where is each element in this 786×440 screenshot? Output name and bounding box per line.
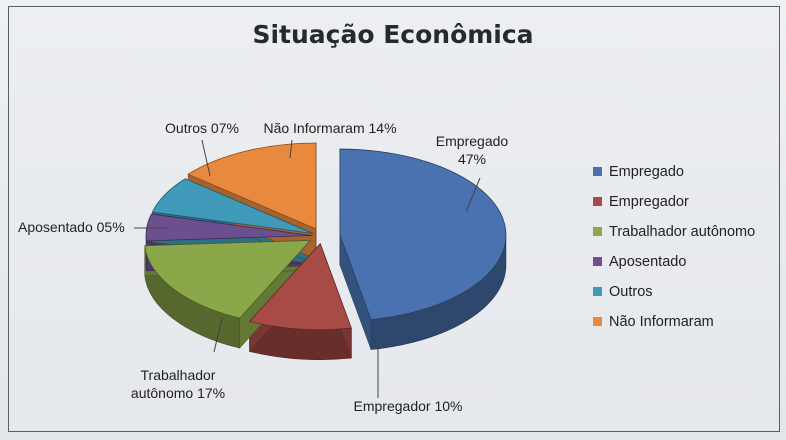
legend-swatch-empregador xyxy=(593,197,602,206)
legend-swatch-aposentado xyxy=(593,257,602,266)
legend-label-trabalhador-aut-nomo: Trabalhador autônomo xyxy=(609,224,755,240)
slice-empregador xyxy=(248,242,352,331)
leader-line-n-o-informaram xyxy=(289,139,293,159)
legend-label-empregador: Empregador xyxy=(609,194,689,210)
slice-outros xyxy=(151,178,314,234)
legend-label-aposentado: Aposentado xyxy=(609,254,686,270)
legend-swatch-trabalhador-aut-nomo xyxy=(593,227,602,236)
data-label-outros: Outros 07% xyxy=(165,120,239,136)
data-label-aposentado: Aposentado 05% xyxy=(18,219,125,235)
leader-line-empregado xyxy=(465,177,481,213)
legend-label-outros: Outros xyxy=(609,284,653,300)
data-label-empregador: Empregador 10% xyxy=(354,398,463,414)
slice-trabalhador-aut-nomo xyxy=(144,239,312,319)
leader-line-trabalhador-aut-nomo xyxy=(213,317,223,353)
data-labels: Empregado 47% Empregador 10% Trabalhador aut… xyxy=(18,120,508,414)
legend-swatch-empregado xyxy=(593,167,602,176)
slice-aposentado xyxy=(145,213,313,242)
legend-label-empregado: Empregado xyxy=(609,164,684,180)
legend-label-n-o-informaram: Não Informaram xyxy=(609,314,714,330)
data-label-n-o-informaram: Não Informaram 14% xyxy=(263,120,396,136)
slice-empregado xyxy=(339,148,507,320)
chart-title: Situação Econômica xyxy=(252,20,534,49)
pie-slices xyxy=(144,142,507,360)
legend-swatch-outros xyxy=(593,287,602,296)
legend: Empregado Empregador Trabalhador autônomo A… xyxy=(593,164,755,330)
data-label-trabalhador-aut-nomo: Trabalhador autônomo 17% xyxy=(131,367,225,401)
leader-line-outros xyxy=(201,139,211,177)
data-label-empregado: Empregado 47% xyxy=(436,133,509,167)
legend-swatch-n-o-informaram xyxy=(593,317,602,326)
slice-n-o-informaram xyxy=(187,142,317,230)
